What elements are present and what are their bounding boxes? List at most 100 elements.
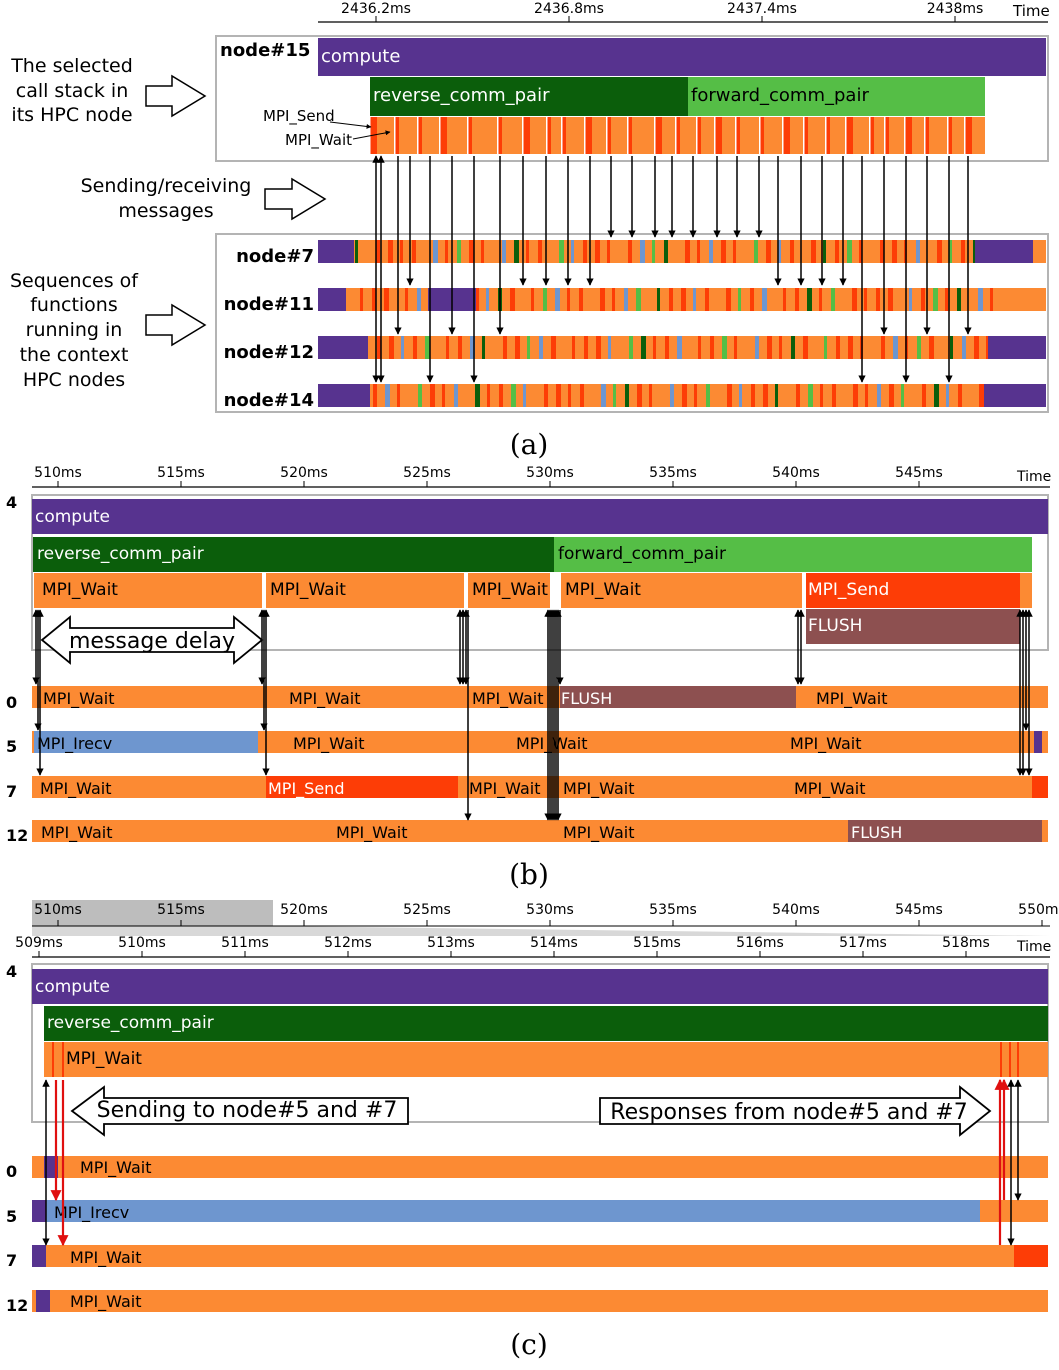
c-tick-label-8: 517ms xyxy=(839,935,887,951)
c-compute-bar xyxy=(32,969,1048,1004)
b-row-7-label-3: MPI_Wait xyxy=(469,779,541,799)
c-sending-callout xyxy=(70,1085,409,1137)
a-row-14-seg-32 xyxy=(808,384,813,407)
b-ticks: 510ms 515ms 520ms 525ms 530ms 535ms 540ms 545ms xyxy=(34,465,943,487)
a-row-14-seg-33 xyxy=(820,384,823,407)
a-tick-label-3: 2438ms xyxy=(927,1,984,17)
c-zoom-wedge xyxy=(32,926,1050,936)
b-row-7-send-tail xyxy=(1032,776,1048,798)
a-row-7-seg-11 xyxy=(514,240,519,263)
a-seg-gap-26 xyxy=(947,117,949,154)
b-wait-label-2: MPI_Wait xyxy=(270,580,346,600)
a-row-11-seg-26 xyxy=(726,288,731,311)
a-row-14-seg-1 xyxy=(373,384,377,407)
a-ticks: 2436.2ms 2436.8ms 2437.4ms 2438ms xyxy=(341,1,983,22)
a-row-14-seg-7 xyxy=(454,384,458,407)
a-seg-gap-5 xyxy=(497,117,499,154)
a-seg-gap-13 xyxy=(675,117,677,154)
a-row-11-seg-28 xyxy=(750,288,754,311)
b-reverse-label: reverse_comm_pair xyxy=(37,544,204,564)
b-row-7-label-2: MPI_Send xyxy=(268,779,344,799)
a-seg-gap-18 xyxy=(782,117,784,154)
a-row-12-seg-23 xyxy=(677,336,682,359)
a-row-14-seg-16 xyxy=(580,384,584,407)
a-node-label-7: node#7 xyxy=(236,246,314,267)
c-tick-label-4: 513ms xyxy=(427,935,475,951)
a-send-seg-23 xyxy=(885,117,889,154)
a-row-11-seg-41 xyxy=(933,288,938,311)
a-row-7-seg-23 xyxy=(685,240,690,263)
a-seg-gap-23 xyxy=(884,117,886,154)
b-row-5-irecv xyxy=(34,731,258,753)
a-row-12-seg-15 xyxy=(572,336,575,359)
a-row-12-seg-41 xyxy=(929,336,934,359)
a-row-11-seg-8 xyxy=(474,288,479,311)
a-note-sequences-5: HPC nodes xyxy=(23,369,125,391)
a-row-11-seg-33 xyxy=(819,288,822,311)
b-row-0-label-1: MPI_Wait xyxy=(43,689,115,709)
a-row-12-seg-45 xyxy=(986,336,989,359)
c-node-label-12: 12 xyxy=(6,1296,28,1315)
a-send-seg-8 xyxy=(562,117,566,154)
a-row-14-seg-12 xyxy=(523,384,526,407)
a-seg-gap-24 xyxy=(904,117,906,154)
a-row-12-seg-33 xyxy=(824,336,827,359)
a-compute-bar xyxy=(318,38,1046,76)
b-tick-label-1: 515ms xyxy=(157,465,205,481)
a-send-pointer xyxy=(329,121,372,129)
b-send-bar xyxy=(806,573,1020,608)
a-row-14-seg-8 xyxy=(475,384,480,407)
a-row-7-seg-27 xyxy=(733,240,736,263)
a-row-14-seg-2 xyxy=(385,384,390,407)
a-row-11-seg-17 xyxy=(600,288,605,311)
a-row-12-seg-20 xyxy=(641,336,646,359)
a-row-11-seg-29 xyxy=(762,288,767,311)
a-row-14-seg-6 xyxy=(442,384,445,407)
a-row-14-seg-42 xyxy=(946,384,949,407)
b-row-5 xyxy=(32,731,1048,753)
a-row-11-seg-38 xyxy=(888,288,893,311)
b-tick-label-5: 535ms xyxy=(649,465,697,481)
a-row-14-seg-36 xyxy=(865,384,868,407)
a-row-7-seg-32 xyxy=(811,240,816,263)
c-row-7-send xyxy=(1014,1245,1048,1267)
a-row-14-seg-25 xyxy=(706,384,710,407)
a-row-11-seg-37 xyxy=(876,288,880,311)
c-row-7-label: MPI_Wait xyxy=(70,1248,142,1268)
a-send-seg-9 xyxy=(585,117,592,154)
a-row-12-seg-12 xyxy=(527,336,530,359)
c-overview-selection[interactable] xyxy=(32,900,273,926)
a-row-7-seg-42 xyxy=(949,240,952,263)
a-note-messages-1: Sending/receiving xyxy=(81,175,252,197)
a-row-14-seg-29 xyxy=(763,384,768,407)
c-row-12 xyxy=(32,1290,1048,1312)
c-node-label-0: 0 xyxy=(6,1162,17,1181)
a-row-11-seg-31 xyxy=(795,288,799,311)
a-row-12-seg-27 xyxy=(734,336,737,359)
a-forward-bar xyxy=(688,77,985,116)
a-row-14-seg-27 xyxy=(739,384,742,407)
a-row-12-seg-29 xyxy=(767,336,772,359)
b-row-0-label-2: MPI_Wait xyxy=(289,689,361,709)
a-row-7-seg-12 xyxy=(526,240,529,263)
a-row-14-seg-19 xyxy=(625,384,629,407)
c-node-label-7: 7 xyxy=(6,1251,17,1270)
a-send-seg-20 xyxy=(826,117,830,154)
a-row-7-seg-26 xyxy=(721,240,726,263)
c-message-arrows xyxy=(42,1078,1022,1247)
a-send-seg-10 xyxy=(607,117,611,154)
b-row-7-send xyxy=(266,776,458,798)
a-row-7-seg-37 xyxy=(880,240,884,263)
c-overview-ticks: 510ms 515ms 520ms 525ms 530ms 535ms 540ms 545ms… xyxy=(34,902,1059,926)
b-wait-bar-tail xyxy=(1020,573,1032,608)
b-row-5-label-4: MPI_Wait xyxy=(790,734,862,754)
a-row-11-seg-16 xyxy=(579,288,583,311)
a-note-arrow-selected xyxy=(145,74,207,118)
c-selected-node-label: 4 xyxy=(6,962,17,981)
a-row-11-seg-9 xyxy=(486,288,489,311)
b-row-12-label-1: MPI_Wait xyxy=(41,823,113,843)
a-row-12-seg-25 xyxy=(710,336,714,359)
a-row-11-seg-43 xyxy=(957,288,961,311)
a-send-seg-25 xyxy=(925,117,929,154)
